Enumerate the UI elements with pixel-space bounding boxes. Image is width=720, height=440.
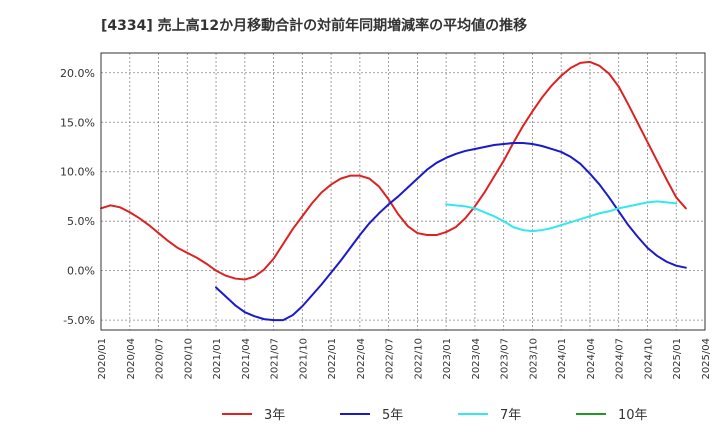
x-tick-label: 2024/10	[643, 338, 654, 380]
y-tick-label: -5.0%	[63, 314, 95, 327]
x-tick-label: 2020/01	[97, 338, 108, 380]
x-tick-label: 2022/07	[385, 338, 396, 380]
x-tick-label: 2020/10	[183, 338, 194, 380]
legend-label: 5年	[382, 408, 403, 423]
x-tick-label: 2020/04	[126, 338, 137, 380]
x-tick-label: 2024/04	[586, 338, 597, 380]
x-tick-label: 2024/07	[615, 338, 626, 380]
x-tick-label: 2023/01	[442, 338, 453, 380]
y-tick-label: 10.0%	[60, 166, 95, 179]
x-tick-label: 2023/07	[500, 338, 511, 380]
x-tick-label: 2025/01	[672, 338, 683, 380]
series-line-5年	[215, 142, 687, 322]
y-tick-label: 20.0%	[60, 67, 95, 80]
legend-label: 7年	[500, 408, 521, 423]
x-tick-label: 2021/10	[298, 338, 309, 380]
x-tick-label: 2022/01	[327, 338, 338, 380]
x-tick-label: 2021/01	[212, 338, 223, 380]
x-tick-label: 2020/07	[155, 338, 166, 380]
plot-frame	[100, 52, 706, 331]
x-tick-label: 2023/04	[471, 338, 482, 380]
legend-label: 10年	[618, 408, 648, 423]
x-tick-label: 2022/10	[413, 338, 424, 380]
x-tick-label: 2021/07	[270, 338, 281, 380]
series-line-3年	[100, 60, 687, 281]
y-tick-labels: -5.0% 0.0% 5.0% 10.0% 15.0% 20.0%	[60, 67, 95, 327]
series-line-7年	[445, 200, 678, 233]
y-tick-label: 15.0%	[60, 116, 95, 129]
y-tick-label: 5.0%	[67, 215, 95, 228]
x-tick-label: 2023/10	[528, 338, 539, 380]
x-tick-label: 2025/04	[701, 338, 712, 380]
series-lines	[100, 60, 687, 322]
x-tick-label: 2024/01	[557, 338, 568, 380]
y-tick-label: 0.0%	[67, 265, 95, 278]
chart-title: [4334] 売上高12か月移動合計の対前年同期増減率の平均値の推移	[101, 17, 527, 34]
y-gridlines	[101, 72, 705, 321]
x-tick-label: 2021/04	[241, 338, 252, 380]
x-tick-labels: 2020/01 2020/04 2020/07 2020/10 2021/01 2021/…	[97, 338, 712, 380]
legend-label: 3年	[264, 408, 285, 423]
legend: 3年 5年 7年 10年	[222, 408, 648, 423]
x-tick-label: 2022/04	[356, 338, 367, 380]
